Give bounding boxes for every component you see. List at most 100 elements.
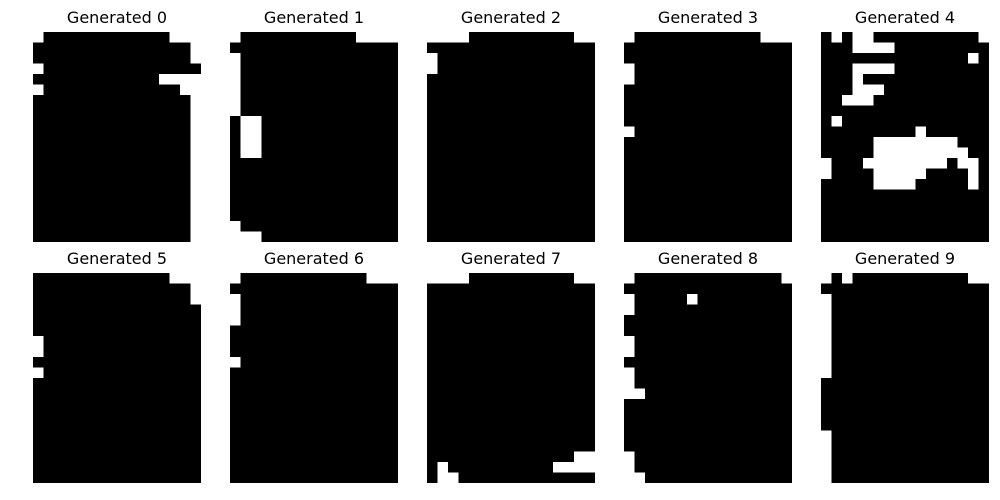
white-pixel xyxy=(574,462,585,473)
white-pixel xyxy=(251,126,262,138)
panel-generated-3: Generated 3 xyxy=(614,0,802,250)
white-pixel xyxy=(624,472,635,483)
white-pixel xyxy=(781,32,792,43)
white-pixel xyxy=(905,179,916,190)
white-pixel xyxy=(230,63,241,75)
white-pixel xyxy=(821,294,832,305)
white-pixel xyxy=(957,147,969,159)
binary-grid xyxy=(427,273,595,483)
white-pixel xyxy=(251,137,262,148)
white-pixel xyxy=(387,32,398,43)
white-pixel xyxy=(190,42,201,54)
white-pixel xyxy=(584,273,595,284)
white-pixel xyxy=(190,147,201,159)
white-pixel xyxy=(169,74,181,85)
white-pixel xyxy=(873,63,885,75)
white-pixel xyxy=(437,32,449,43)
white-pixel xyxy=(884,179,895,190)
white-pixel xyxy=(624,336,635,347)
white-pixel xyxy=(427,53,438,64)
white-pixel xyxy=(915,168,927,180)
white-pixel xyxy=(584,32,595,43)
white-pixel xyxy=(251,116,262,127)
binary-image xyxy=(427,32,595,242)
panel-title: Generated 0 xyxy=(66,8,168,27)
white-pixel xyxy=(448,472,459,483)
white-pixel xyxy=(873,147,885,159)
white-pixel xyxy=(230,84,241,96)
white-pixel xyxy=(387,273,398,284)
white-pixel xyxy=(251,147,262,159)
white-pixel xyxy=(169,32,181,43)
white-pixel xyxy=(240,147,252,159)
panel-title: Generated 1 xyxy=(263,8,365,27)
binary-grid xyxy=(230,32,398,242)
white-pixel xyxy=(448,32,459,43)
white-pixel xyxy=(190,168,201,180)
white-pixel xyxy=(33,367,44,379)
white-pixel xyxy=(180,84,191,96)
white-pixel xyxy=(190,158,201,169)
white-pixel xyxy=(821,158,832,169)
white-pixel xyxy=(240,231,252,242)
white-pixel xyxy=(190,179,201,190)
white-pixel xyxy=(624,451,635,463)
panel-generated-1: Generated 1 xyxy=(220,0,408,250)
white-pixel xyxy=(230,273,241,284)
white-pixel xyxy=(377,32,388,43)
white-pixel xyxy=(190,200,201,211)
white-pixel xyxy=(240,116,252,127)
white-pixel xyxy=(240,137,252,148)
white-pixel xyxy=(574,32,585,43)
panel-title: Generated 2 xyxy=(460,8,562,27)
white-pixel xyxy=(771,32,782,43)
panel-generated-7: Generated 7 xyxy=(417,241,605,491)
white-pixel xyxy=(926,158,937,169)
white-pixel xyxy=(821,273,832,284)
white-pixel xyxy=(190,84,201,96)
white-pixel xyxy=(634,472,646,483)
panel-title: Generated 4 xyxy=(854,8,956,27)
white-pixel xyxy=(947,147,958,159)
white-pixel xyxy=(190,210,201,222)
white-pixel xyxy=(781,273,792,284)
white-pixel xyxy=(905,168,916,180)
binary-grid xyxy=(624,273,792,483)
white-pixel xyxy=(33,336,44,347)
panel-title: Generated 7 xyxy=(460,249,562,268)
white-pixel xyxy=(821,336,832,347)
panel-title: Generated 8 xyxy=(657,249,759,268)
white-pixel xyxy=(852,32,864,43)
white-pixel xyxy=(936,147,948,159)
white-pixel xyxy=(915,158,927,169)
white-pixel xyxy=(230,294,241,305)
white-pixel xyxy=(863,32,874,43)
binary-grid xyxy=(33,273,201,483)
white-pixel xyxy=(180,74,191,85)
grid-background xyxy=(33,273,201,483)
binary-image xyxy=(230,32,398,242)
white-pixel xyxy=(884,63,895,75)
grid-background xyxy=(821,273,989,483)
white-pixel xyxy=(190,32,201,43)
white-pixel xyxy=(190,137,201,148)
white-pixel xyxy=(458,273,470,284)
panel-generated-2: Generated 2 xyxy=(417,0,605,250)
white-pixel xyxy=(584,451,595,463)
white-pixel xyxy=(230,105,241,117)
white-pixel xyxy=(852,42,864,54)
white-pixel xyxy=(624,126,635,138)
white-pixel xyxy=(377,273,388,284)
white-pixel xyxy=(915,137,927,148)
white-pixel xyxy=(894,147,906,159)
white-pixel xyxy=(852,95,864,106)
white-pixel xyxy=(894,168,906,180)
binary-grid xyxy=(427,32,595,242)
white-pixel xyxy=(553,462,564,473)
white-pixel xyxy=(624,346,635,358)
binary-image xyxy=(624,32,792,242)
white-pixel xyxy=(968,53,979,64)
white-pixel xyxy=(884,168,895,180)
white-pixel xyxy=(190,221,201,232)
white-pixel xyxy=(915,126,927,138)
